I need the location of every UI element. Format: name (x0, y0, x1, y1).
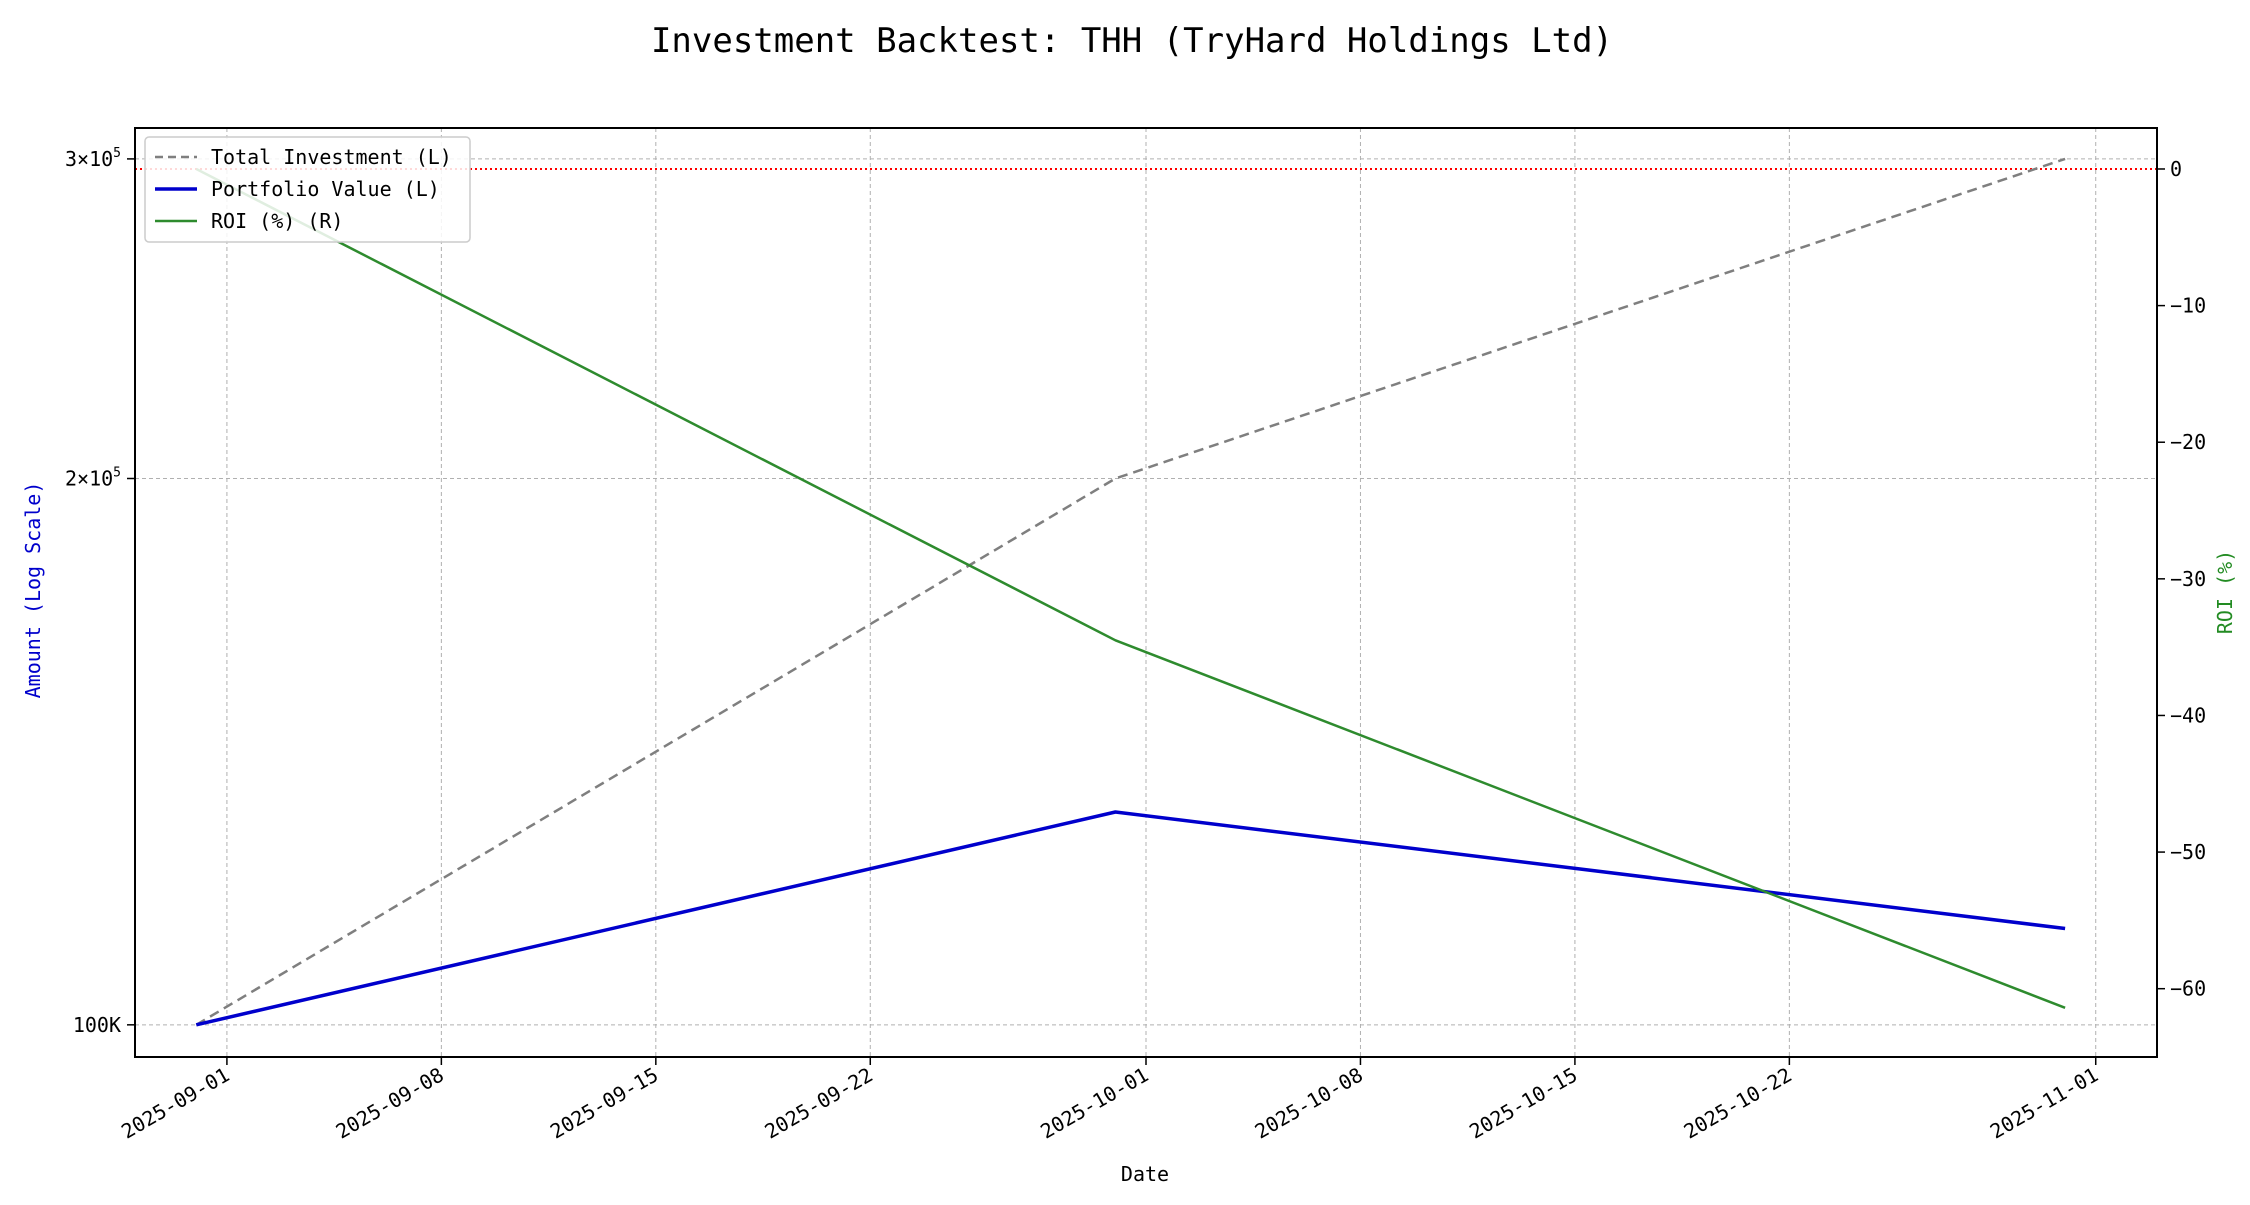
tick-exponent: 5 (113, 465, 121, 480)
y-right-tick-label: 0 (2170, 157, 2182, 181)
y-axis-label-right: ROI (%) (2213, 550, 2237, 634)
series-group (195, 157, 2066, 1027)
x-axis-label: Date (1121, 1162, 1169, 1186)
legend: Total Investment (L) Portfolio Value (L) R… (144, 136, 471, 243)
series-line-1 (195, 157, 2066, 1026)
x-tick-label: 2025-09-01 (117, 1063, 233, 1144)
tick-mantissa: 2×10 (65, 466, 113, 490)
x-tick-label: 2025-10-22 (1680, 1063, 1796, 1144)
tick-exponent: 5 (113, 146, 121, 161)
y-right-tick-label: −20 (2170, 430, 2206, 454)
y-right-tick-label: −50 (2170, 840, 2206, 864)
legend-label-2: Portfolio Value (L) (211, 177, 440, 201)
x-tick-label: 2025-10-08 (1251, 1063, 1367, 1144)
tick-mantissa: 3×10 (65, 147, 113, 171)
x-tick-label: 2025-11-01 (1986, 1063, 2102, 1144)
series-line-2 (195, 810, 2066, 1027)
y-right-tick-label: −30 (2170, 567, 2206, 591)
legend-label-3: ROI (%) (R) (211, 209, 343, 233)
y-right-tick-label: −10 (2170, 294, 2206, 318)
y-left-tick-label: 3×105 (65, 146, 121, 171)
x-tick-label: 2025-09-22 (760, 1063, 876, 1144)
y-right-tick-label: −40 (2170, 703, 2206, 727)
y-axis-right: 0 −10 −20 −30 −40 −50 −60 (2157, 157, 2206, 1001)
x-tick-label: 2025-10-15 (1465, 1063, 1581, 1144)
x-tick-label: 2025-09-15 (546, 1063, 662, 1144)
legend-label-1: Total Investment (L) (211, 145, 452, 169)
series-line-3 (195, 167, 2066, 1009)
y-axis-label-left: Amount (Log Scale) (21, 482, 45, 699)
chart-title: Investment Backtest: THH (TryHard Holdin… (651, 21, 1613, 61)
x-axis: 2025-09-01 2025-09-08 2025-09-15 2025-09-22… (117, 1057, 2102, 1144)
x-tick-label: 2025-09-08 (332, 1063, 448, 1144)
x-tick-label: 2025-10-01 (1036, 1063, 1152, 1144)
legend-box (144, 136, 471, 243)
y-right-tick-label: −60 (2170, 977, 2206, 1001)
grid-lines (135, 128, 2157, 1057)
y-left-tick-label: 2×105 (65, 465, 121, 490)
y-left-tick-label: 100K (73, 1013, 121, 1037)
